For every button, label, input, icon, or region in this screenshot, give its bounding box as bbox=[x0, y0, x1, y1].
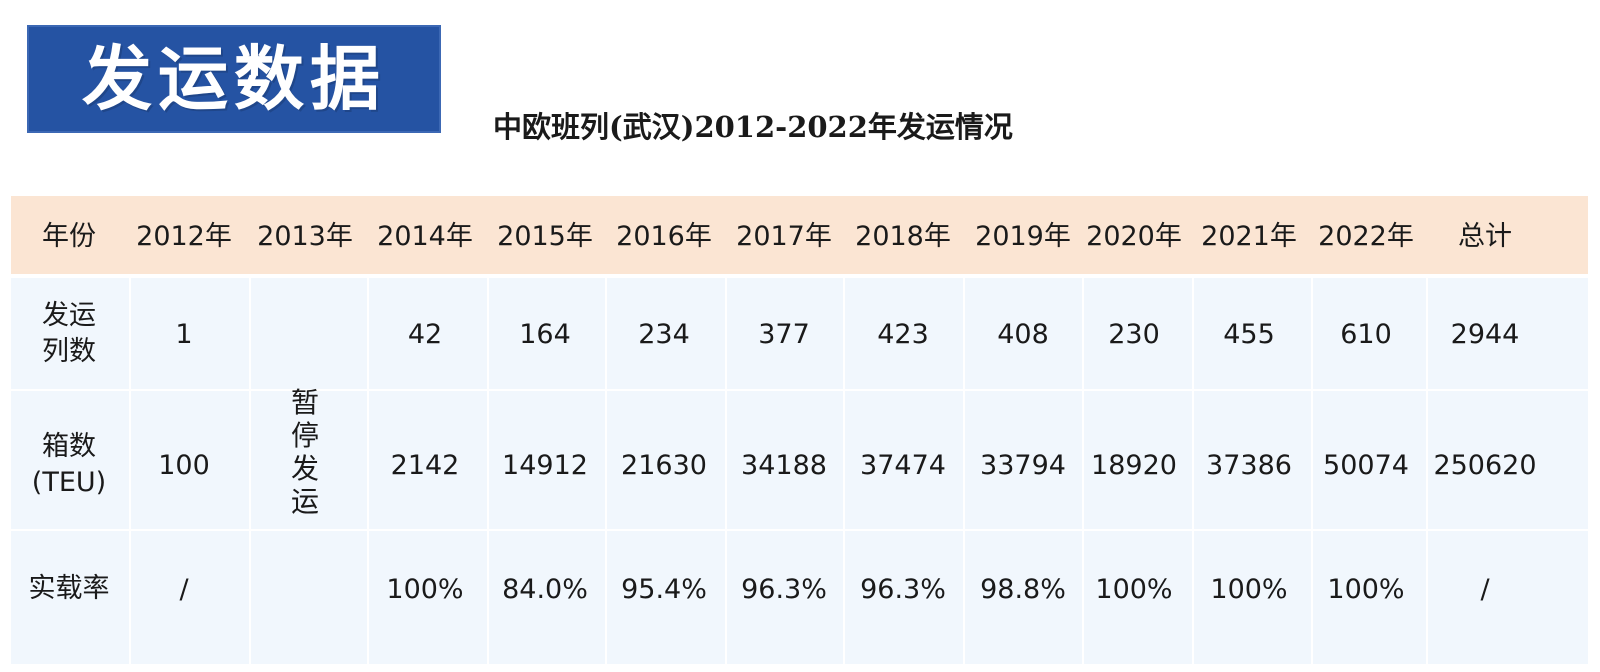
table-cell: 230 bbox=[1108, 318, 1160, 350]
table-cell: 100 bbox=[158, 449, 210, 481]
title-banner: 发运数据 bbox=[27, 25, 441, 133]
table-cell: 100% bbox=[386, 573, 464, 605]
table-cell: 14912 bbox=[502, 449, 588, 481]
row-label: 箱数 (TEU) bbox=[31, 431, 107, 498]
table-cell: 37474 bbox=[860, 449, 946, 481]
header-cell: 2018年 bbox=[855, 220, 951, 252]
table-cell: 37386 bbox=[1206, 449, 1292, 481]
table-cell: 164 bbox=[519, 318, 571, 350]
table-cell: 34188 bbox=[741, 449, 827, 481]
table-cell: 1 bbox=[175, 318, 193, 350]
column-divider bbox=[1192, 278, 1194, 664]
table-cell: 98.8% bbox=[980, 573, 1066, 605]
column-divider bbox=[367, 278, 369, 664]
table-cell: 21630 bbox=[621, 449, 707, 481]
header-cell: 2017年 bbox=[736, 220, 832, 252]
header-cell: 2014年 bbox=[377, 220, 473, 252]
row-divider bbox=[11, 389, 1588, 391]
row-label: 发运 列数 bbox=[42, 300, 96, 367]
table-cell: 100% bbox=[1210, 573, 1288, 605]
table-cell: 377 bbox=[758, 318, 810, 350]
table-cell: 100% bbox=[1327, 573, 1405, 605]
table-cell: 96.3% bbox=[741, 573, 827, 605]
header-cell: 2016年 bbox=[616, 220, 712, 252]
header-cell: 2015年 bbox=[497, 220, 593, 252]
column-divider bbox=[1426, 278, 1428, 664]
table-cell: 95.4% bbox=[621, 573, 707, 605]
table-cell: 2142 bbox=[390, 449, 460, 481]
header-cell: 2022年 bbox=[1318, 220, 1414, 252]
table-cell: 610 bbox=[1340, 318, 1392, 350]
row-label: 实载率 bbox=[28, 573, 110, 604]
table-cell: / bbox=[179, 573, 189, 605]
table-cell: 42 bbox=[407, 318, 443, 350]
column-divider bbox=[487, 278, 489, 664]
header-cell: 2013年 bbox=[257, 220, 353, 252]
column-divider bbox=[1082, 278, 1084, 664]
header-cell: 2020年 bbox=[1086, 220, 1182, 252]
column-divider bbox=[725, 278, 727, 664]
table-cell: 33794 bbox=[980, 449, 1066, 481]
banner-title: 发运数据 bbox=[82, 37, 386, 120]
column-divider bbox=[1311, 278, 1313, 664]
table-cell: / bbox=[1480, 573, 1490, 605]
table-cell: 100% bbox=[1095, 573, 1173, 605]
header-cell: 2012年 bbox=[136, 220, 232, 252]
table-cell: 455 bbox=[1223, 318, 1275, 350]
column-divider bbox=[605, 278, 607, 664]
table-subtitle: 中欧班列(武汉)2012-2022年发运情况 bbox=[493, 110, 1013, 144]
table-cell: 408 bbox=[997, 318, 1049, 350]
header-cell: 2021年 bbox=[1201, 220, 1297, 252]
table-cell: 423 bbox=[877, 318, 929, 350]
table-cell: 50074 bbox=[1323, 449, 1409, 481]
suspended-note: 暂停发运 bbox=[290, 386, 319, 518]
column-divider bbox=[843, 278, 845, 664]
table-cell: 84.0% bbox=[502, 573, 588, 605]
table-cell: 2944 bbox=[1450, 318, 1520, 350]
shipment-table: 年份 2012年 2013年 2014年 2015年 2016年 2017年 2018年 201… bbox=[11, 196, 1588, 666]
column-divider bbox=[963, 278, 965, 664]
column-divider bbox=[249, 278, 251, 664]
table-cell: 234 bbox=[638, 318, 690, 350]
table-cell: 96.3% bbox=[860, 573, 946, 605]
table-cell: 250620 bbox=[1433, 449, 1537, 481]
column-divider bbox=[129, 278, 131, 664]
table-body bbox=[11, 278, 1588, 664]
header-cell: 年份 bbox=[42, 220, 96, 252]
table-header-row bbox=[11, 196, 1588, 274]
header-cell: 总计 bbox=[1458, 220, 1512, 252]
header-cell: 2019年 bbox=[975, 220, 1071, 252]
table-cell: 18920 bbox=[1091, 449, 1177, 481]
row-divider bbox=[11, 529, 1588, 531]
